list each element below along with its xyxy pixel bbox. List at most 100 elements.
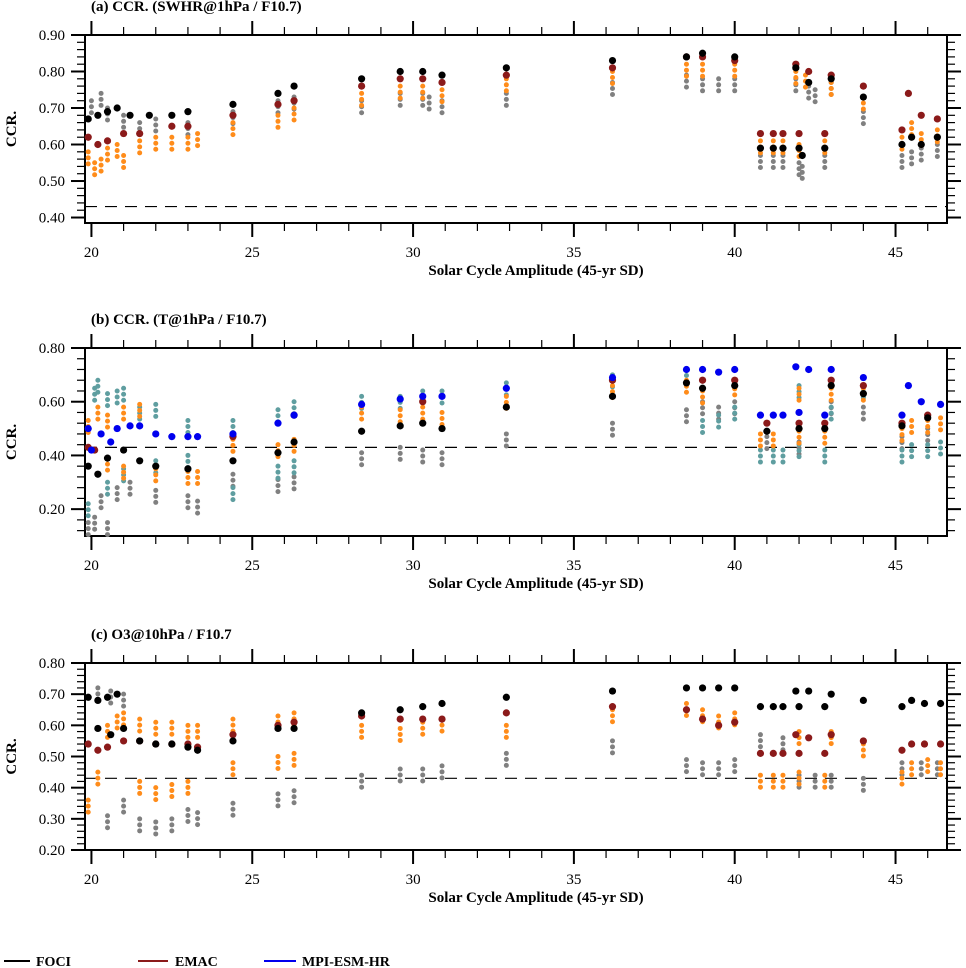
x-axis-label: Solar Cycle Amplitude (45-yr SD) bbox=[428, 890, 643, 906]
data-point bbox=[114, 725, 120, 731]
data-point bbox=[938, 766, 944, 772]
data-point bbox=[185, 818, 191, 824]
data-point bbox=[152, 462, 160, 470]
data-point bbox=[770, 784, 776, 790]
data-point bbox=[859, 82, 867, 90]
data-point bbox=[84, 693, 92, 701]
data-point bbox=[899, 432, 905, 438]
data-point bbox=[764, 440, 770, 446]
data-point bbox=[828, 397, 834, 403]
data-point bbox=[792, 731, 800, 739]
data-point bbox=[918, 772, 924, 778]
data-point bbox=[230, 806, 236, 812]
data-point bbox=[94, 724, 102, 733]
data-point bbox=[732, 88, 738, 94]
data-point bbox=[502, 384, 510, 392]
data-point bbox=[195, 469, 201, 475]
data-point bbox=[828, 778, 834, 784]
data-point bbox=[153, 401, 159, 407]
data-point bbox=[764, 446, 770, 452]
data-point bbox=[899, 760, 905, 766]
data-point bbox=[609, 420, 615, 426]
data-point bbox=[419, 703, 427, 711]
y-axis-label: CCR. bbox=[4, 738, 20, 774]
data-point bbox=[770, 150, 776, 156]
data-point bbox=[105, 491, 111, 497]
data-point bbox=[821, 424, 829, 433]
data-point bbox=[136, 457, 144, 465]
data-point bbox=[909, 149, 915, 155]
data-point bbox=[291, 399, 297, 405]
data-point bbox=[502, 709, 510, 717]
y-tick-label: 0.50 bbox=[39, 174, 65, 190]
data-point bbox=[137, 120, 143, 126]
data-point bbox=[195, 143, 201, 149]
data-point bbox=[105, 722, 111, 728]
data-point bbox=[290, 718, 298, 726]
data-point bbox=[780, 447, 786, 453]
data-point bbox=[700, 411, 706, 417]
data-point bbox=[683, 84, 689, 90]
data-point bbox=[439, 104, 445, 110]
data-point bbox=[716, 424, 722, 430]
data-point bbox=[195, 475, 201, 481]
data-point bbox=[358, 709, 366, 717]
data-point bbox=[274, 89, 282, 98]
data-point bbox=[439, 87, 445, 93]
data-point bbox=[700, 67, 706, 73]
data-point bbox=[609, 738, 615, 744]
data-point bbox=[909, 161, 915, 167]
data-point bbox=[126, 111, 134, 119]
data-point bbox=[859, 382, 867, 390]
data-point bbox=[609, 81, 615, 87]
data-point bbox=[105, 424, 111, 430]
data-point bbox=[769, 129, 777, 138]
data-point bbox=[770, 778, 776, 784]
data-point bbox=[796, 385, 802, 391]
data-point bbox=[936, 699, 945, 708]
data-point bbox=[114, 485, 120, 491]
data-point bbox=[609, 389, 615, 395]
data-point bbox=[731, 376, 739, 384]
data-point bbox=[795, 129, 803, 138]
data-point bbox=[793, 81, 799, 87]
data-point bbox=[716, 88, 722, 94]
plot-frame bbox=[84, 347, 948, 537]
data-point bbox=[137, 126, 143, 132]
data-point bbox=[860, 121, 866, 127]
data-point bbox=[812, 87, 818, 93]
data-point bbox=[793, 88, 799, 94]
y-tick-label: 0.50 bbox=[39, 750, 65, 766]
data-point bbox=[94, 111, 102, 119]
data-point bbox=[920, 699, 929, 708]
data-point bbox=[716, 766, 722, 772]
data-point bbox=[909, 418, 915, 424]
data-point bbox=[184, 743, 192, 751]
data-point bbox=[731, 684, 739, 692]
data-point bbox=[780, 735, 786, 741]
data-point bbox=[918, 137, 924, 143]
data-point bbox=[859, 373, 867, 382]
data-point bbox=[439, 409, 445, 415]
data-point bbox=[698, 684, 707, 692]
data-point bbox=[780, 778, 786, 784]
data-point bbox=[291, 762, 297, 768]
data-point bbox=[153, 472, 159, 478]
data-point bbox=[359, 410, 365, 416]
data-point bbox=[121, 809, 127, 815]
data-point bbox=[359, 96, 365, 102]
data-point bbox=[137, 716, 143, 722]
data-point bbox=[153, 407, 159, 413]
x-tick-label: 30 bbox=[406, 558, 421, 574]
data-point bbox=[195, 816, 201, 822]
data-point bbox=[105, 151, 111, 157]
data-point bbox=[716, 412, 722, 418]
data-point bbox=[184, 108, 192, 116]
data-point bbox=[503, 750, 509, 756]
data-point bbox=[184, 122, 192, 130]
data-point bbox=[700, 424, 706, 430]
data-point bbox=[121, 124, 127, 130]
data-point bbox=[698, 365, 707, 374]
y-axis-label: CCR. bbox=[4, 111, 20, 147]
y-tick-label: 0.20 bbox=[39, 843, 65, 859]
